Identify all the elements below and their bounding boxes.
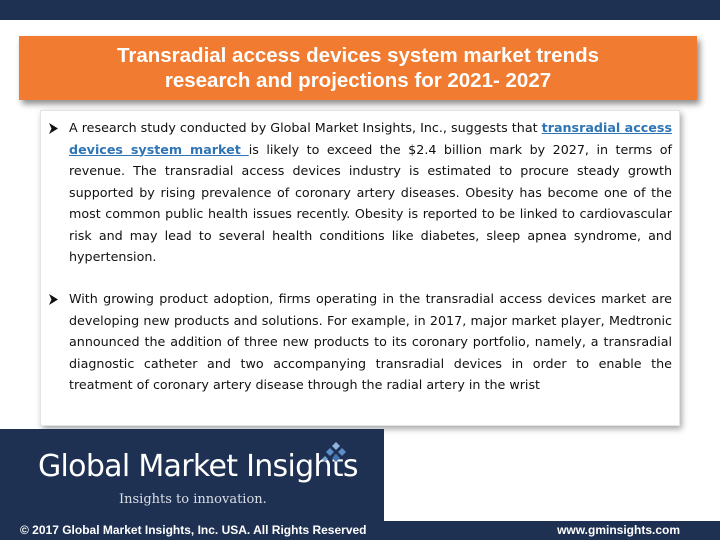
website-link[interactable]: www.gminsights.com [557, 523, 680, 537]
bullet-1-text-end: is likely to exceed the $2.4 billion mar… [69, 141, 672, 265]
company-logo-block: Global Market Insights Insights to innov… [0, 429, 384, 521]
bullet-1-text-start: A research study conducted by Global Mar… [69, 120, 542, 135]
title-banner: Transradial access devices system market… [19, 36, 697, 100]
footer-bar: © 2017 Global Market Insights, Inc. USA.… [0, 521, 720, 540]
arrow-bullet-icon [48, 117, 62, 134]
bullet-2-text: With growing product adoption, firms ope… [69, 291, 672, 392]
diamond-cluster-logo-icon [322, 442, 346, 462]
logo-wordmark: Global Market Insights [38, 449, 358, 484]
copyright-notice: © 2017 Global Market Insights, Inc. USA.… [20, 523, 367, 537]
arrow-bullet-icon [48, 288, 62, 305]
logo-tagline: Insights to innovation. [119, 492, 267, 507]
title-line-2: research and projections for 2021- 2027 [164, 69, 552, 92]
bullet-paragraph-2: With growing product adoption, firms ope… [49, 288, 672, 396]
market-report-link[interactable]: transradial access devices system market [69, 120, 672, 157]
bullet-paragraph-1: A research study conducted by Global Mar… [49, 117, 672, 268]
content-panel: A research study conducted by Global Mar… [40, 110, 680, 426]
top-band [0, 0, 720, 20]
title-line-1: Transradial access devices system market… [116, 44, 600, 67]
